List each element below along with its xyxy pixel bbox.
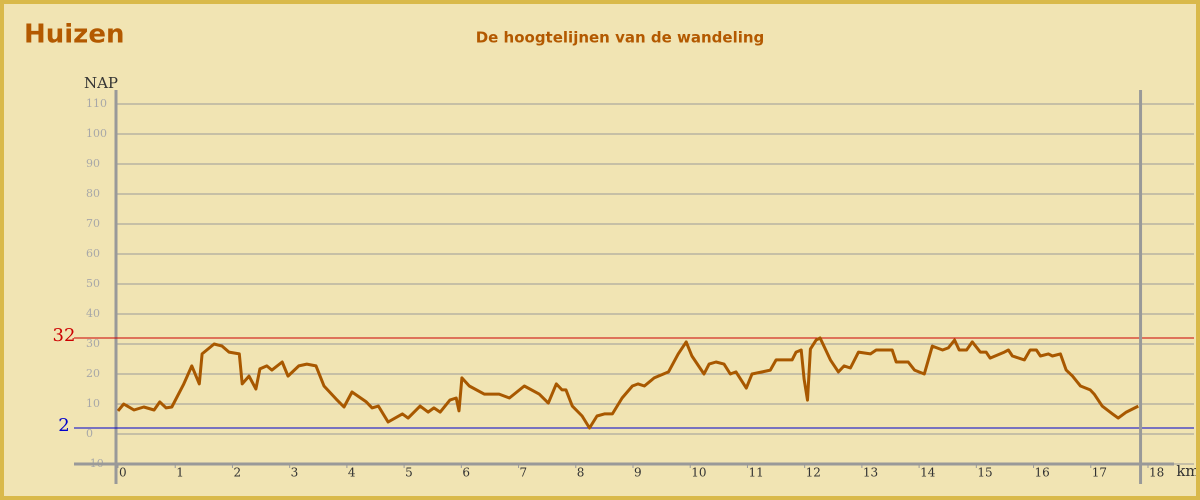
chart: Huizen De hoogtelijnen van de wandeling … — [24, 20, 1199, 484]
y-tick-label: 40 — [86, 307, 100, 320]
reference-label: 2 — [58, 415, 69, 436]
y-tick-label: 90 — [86, 157, 100, 170]
x-tick-label: 9 — [634, 466, 642, 480]
y-tick-label: 0 — [86, 427, 93, 440]
elevation-line — [116, 336, 1139, 430]
y-tick-label: 80 — [86, 187, 100, 200]
x-tick-label: 5 — [405, 466, 413, 480]
chart-title: De hoogtelijnen van de wandeling — [476, 29, 765, 47]
y-axis-label: NAP — [84, 74, 118, 92]
y-tick-label: 60 — [86, 247, 100, 260]
y-tick-label: 30 — [86, 337, 100, 350]
y-tick-label: 110 — [86, 97, 107, 110]
page-title: Huizen — [24, 20, 124, 50]
x-tick-label: 6 — [462, 466, 470, 480]
x-tick-label: 4 — [348, 466, 356, 480]
x-axis-label: km — [1176, 462, 1199, 480]
y-tick-label: 50 — [86, 277, 100, 290]
x-tick-label: 2 — [233, 466, 241, 480]
x-tick-label: 11 — [748, 466, 763, 480]
x-tick-label: 1 — [176, 466, 184, 480]
y-tick-label: 100 — [86, 127, 107, 140]
y-tick-label: 20 — [86, 367, 100, 380]
x-tick-label: 16 — [1035, 466, 1050, 480]
x-tick-label: 18 — [1149, 466, 1164, 480]
x-tick-label: 17 — [1092, 466, 1107, 480]
x-tick-label: 3 — [291, 466, 299, 480]
reference-label: 32 — [53, 325, 76, 346]
x-tick-label: 12 — [806, 466, 821, 480]
x-tick-label: 7 — [520, 466, 528, 480]
x-tick-label: 8 — [577, 466, 585, 480]
y-tick-label: 70 — [86, 217, 100, 230]
x-tick-label: 10 — [691, 466, 706, 480]
x-tick-label: 15 — [977, 466, 992, 480]
y-tick-label: 10 — [86, 397, 100, 410]
x-tick-label: 0 — [119, 466, 127, 480]
x-tick-label: 13 — [863, 466, 878, 480]
x-tick-label: 14 — [920, 466, 936, 480]
